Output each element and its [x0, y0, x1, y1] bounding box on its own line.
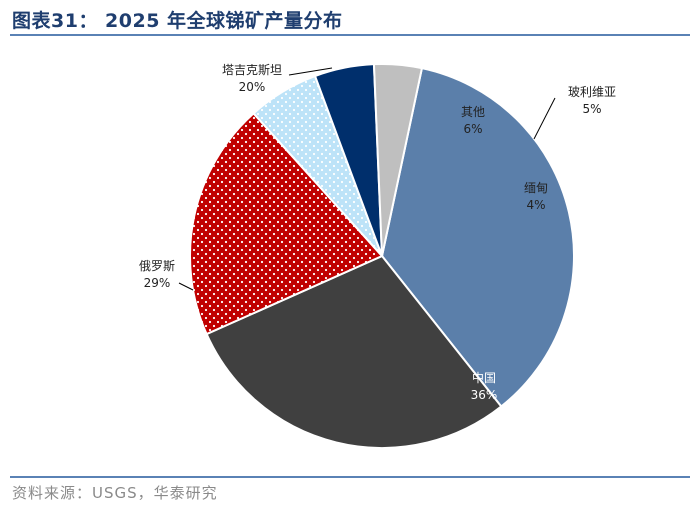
slice-label-4: 其他	[461, 105, 485, 119]
pie-slice-1	[380, 67, 575, 408]
leader-line-3	[288, 67, 333, 76]
slice-label-3: 塔吉克斯坦	[222, 63, 282, 77]
leader-line-2	[178, 282, 194, 291]
slice-value-1: 36%	[471, 388, 498, 402]
slice-value-5: 5%	[582, 102, 601, 116]
leader-line-5	[533, 97, 556, 140]
source-note: 资料来源：USGS，华泰研究	[12, 484, 218, 502]
title-divider	[10, 34, 690, 36]
slice-value-4: 6%	[463, 122, 482, 136]
slice-value-2: 29%	[144, 276, 171, 290]
slice-label-1: 中国	[472, 370, 496, 385]
slice-label-2: 俄罗斯	[139, 259, 175, 273]
footer-divider	[10, 476, 690, 478]
chart-title: 图表31： 2025 年全球锑矿产量分布	[12, 10, 343, 32]
slice-label-5: 玻利维亚	[568, 85, 616, 99]
pie-slice-6	[372, 63, 424, 257]
pie-slice-3	[189, 111, 384, 336]
pie-chart: 中国 36% 俄罗斯 29% 塔吉克斯坦 20% 其他 6% 玻利维亚 5% 缅甸 4%	[139, 63, 616, 449]
pie-slice-2	[205, 254, 503, 449]
slice-value-6: 4%	[526, 198, 545, 212]
slice-label-6: 缅甸	[524, 181, 548, 195]
slice-value-3: 20%	[239, 80, 266, 94]
